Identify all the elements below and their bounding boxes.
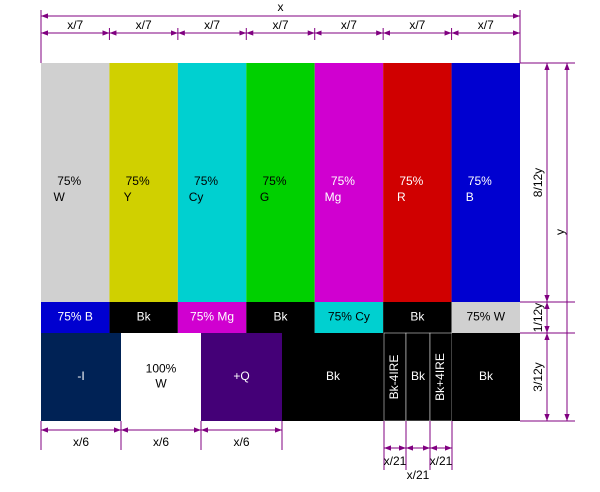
bar-label: Bk — [410, 310, 425, 324]
dimension-label: 3/12y — [531, 362, 545, 391]
dimension-label: x/7 — [409, 18, 425, 32]
bar-label: 75% W — [466, 310, 505, 324]
bar-label: 75% — [468, 174, 492, 188]
color-bar — [383, 63, 452, 302]
color-bar — [314, 63, 384, 302]
color-bar — [405, 332, 431, 422]
bar-label: 75% — [126, 174, 150, 188]
color-bar — [314, 302, 384, 333]
color-bar — [109, 63, 178, 302]
color-bar — [201, 333, 282, 421]
dimension-label: x — [278, 0, 284, 14]
color-bar — [41, 333, 121, 421]
bar-label: Mg — [325, 190, 342, 204]
bar-label: Bk-4IRE — [387, 355, 401, 400]
color-bar — [177, 63, 247, 302]
bar-label: W — [54, 190, 66, 204]
bar-label: Bk+4IRE — [433, 353, 447, 401]
color-bar — [246, 302, 315, 333]
bar-label: Bk — [411, 369, 426, 383]
bar-label: 75% — [399, 174, 423, 188]
dimension-label: x/6 — [73, 435, 89, 449]
bar-label: 75% — [194, 174, 218, 188]
dimension-label: x/7 — [67, 18, 83, 32]
color-bar — [121, 333, 201, 421]
bar-label: +Q — [233, 369, 249, 383]
color-bar — [41, 63, 110, 302]
dimension-label: x/7 — [478, 18, 494, 32]
color-bar — [109, 302, 178, 333]
dimension-label: x/7 — [136, 18, 152, 32]
dimension-label: x/7 — [272, 18, 288, 32]
bar-label: 75% — [57, 174, 81, 188]
color-bar — [451, 63, 520, 302]
bar-label: -I — [77, 369, 84, 383]
color-bar — [246, 63, 315, 302]
color-bar — [282, 333, 384, 421]
dimension-label: x/7 — [204, 18, 220, 32]
dimension-label: x/6 — [153, 435, 169, 449]
bar-label: Cy — [189, 190, 204, 204]
dimension-label: x/21 — [384, 454, 407, 468]
dimension-label: 1/12y — [531, 303, 545, 332]
dimension-label: x/21 — [407, 468, 430, 482]
bar-label: Bk — [273, 310, 288, 324]
bar-label: 100% W — [146, 362, 177, 391]
bar-label: Bk — [137, 310, 152, 324]
bar-label: 75% Cy — [328, 310, 370, 324]
bar-label: Bk — [479, 369, 494, 383]
bar-label: Bk — [326, 369, 341, 383]
dimension-label: x/21 — [430, 454, 453, 468]
bar-label: 75% B — [58, 310, 93, 324]
color-bar — [177, 302, 247, 333]
color-bar — [383, 302, 452, 333]
bar-label: 75% — [262, 174, 286, 188]
dimension-label: y — [553, 229, 567, 235]
color-bar — [451, 302, 520, 333]
bar-label: B — [466, 190, 474, 204]
dimension-label: 8/12y — [531, 168, 545, 197]
color-bar — [452, 333, 520, 421]
bar-label: Y — [124, 190, 132, 204]
color-bar — [41, 302, 110, 333]
bar-label: 75% Mg — [190, 310, 234, 324]
bar-label: 75% — [331, 174, 355, 188]
dimension-label: x/7 — [341, 18, 357, 32]
bar-label: G — [260, 190, 269, 204]
dimension-label: x/6 — [233, 435, 249, 449]
bar-label: R — [397, 190, 406, 204]
